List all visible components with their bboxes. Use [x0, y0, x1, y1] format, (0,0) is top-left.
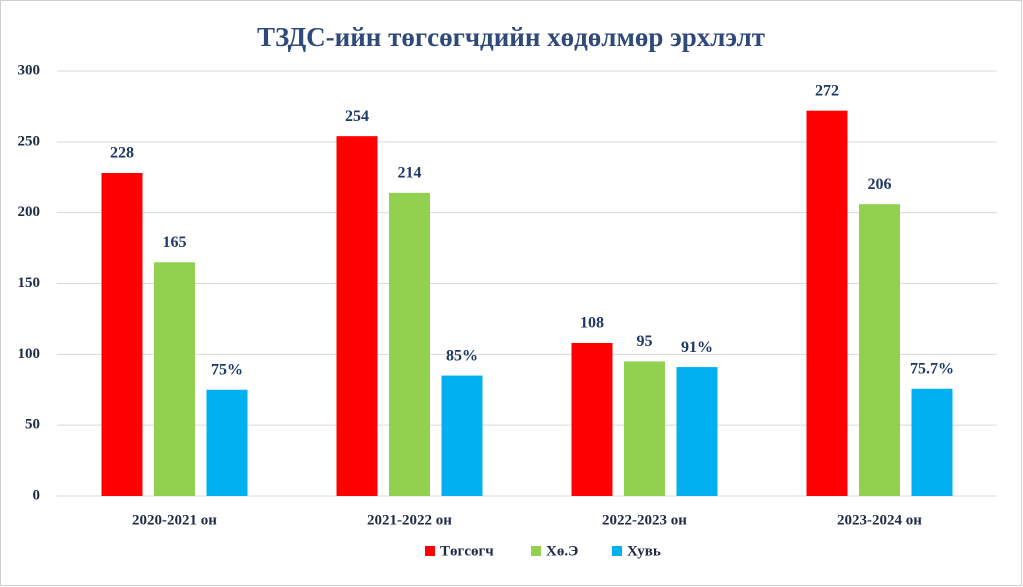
legend-label: Төгсөгч: [440, 543, 494, 559]
chart-title: ТЗДС-ийн төгсөгчдийн хөдөлмөр эрхлэлт: [257, 22, 765, 52]
data-label: 75%: [211, 361, 243, 378]
bar: [389, 192, 430, 497]
y-tick-label: 150: [18, 275, 41, 291]
data-label: 108: [580, 315, 604, 332]
data-label: 95: [637, 333, 653, 350]
y-tick-label: 250: [18, 133, 41, 149]
data-label: 85%: [446, 347, 478, 364]
data-label: 75.7%: [910, 360, 954, 377]
legend-swatch: [425, 546, 435, 556]
legend-swatch: [531, 546, 541, 556]
data-label: 272: [815, 82, 839, 99]
bar: [676, 367, 718, 496]
y-tick-label: 50: [25, 417, 40, 433]
data-label: 91%: [681, 339, 713, 356]
y-tick-label: 0: [33, 487, 41, 503]
data-label: 214: [398, 165, 422, 182]
legend-label: Хө.Э: [546, 543, 578, 559]
bar: [911, 388, 953, 496]
bar: [859, 204, 900, 496]
y-tick-label: 200: [18, 204, 41, 220]
x-tick-label: 2023-2024 он: [837, 512, 922, 528]
y-tick-label: 300: [18, 62, 41, 78]
bar: [571, 343, 613, 496]
x-tick-label: 2021-2022 он: [367, 512, 452, 528]
data-label: 254: [345, 108, 369, 125]
bar: [441, 375, 483, 496]
x-tick-label: 2022-2023 он: [602, 512, 687, 528]
y-tick-label: 100: [18, 346, 41, 362]
data-label: 228: [110, 145, 134, 162]
bar: [154, 262, 195, 496]
bar: [624, 361, 665, 496]
legend-label: Хувь: [627, 543, 661, 559]
data-label: 206: [868, 176, 892, 193]
data-label: 165: [163, 234, 187, 251]
bar: [206, 389, 248, 496]
bar: [101, 173, 143, 496]
legend-swatch: [612, 546, 622, 556]
bar: [336, 136, 378, 496]
bar: [806, 110, 848, 497]
x-tick-label: 2020-2021 он: [132, 512, 217, 528]
